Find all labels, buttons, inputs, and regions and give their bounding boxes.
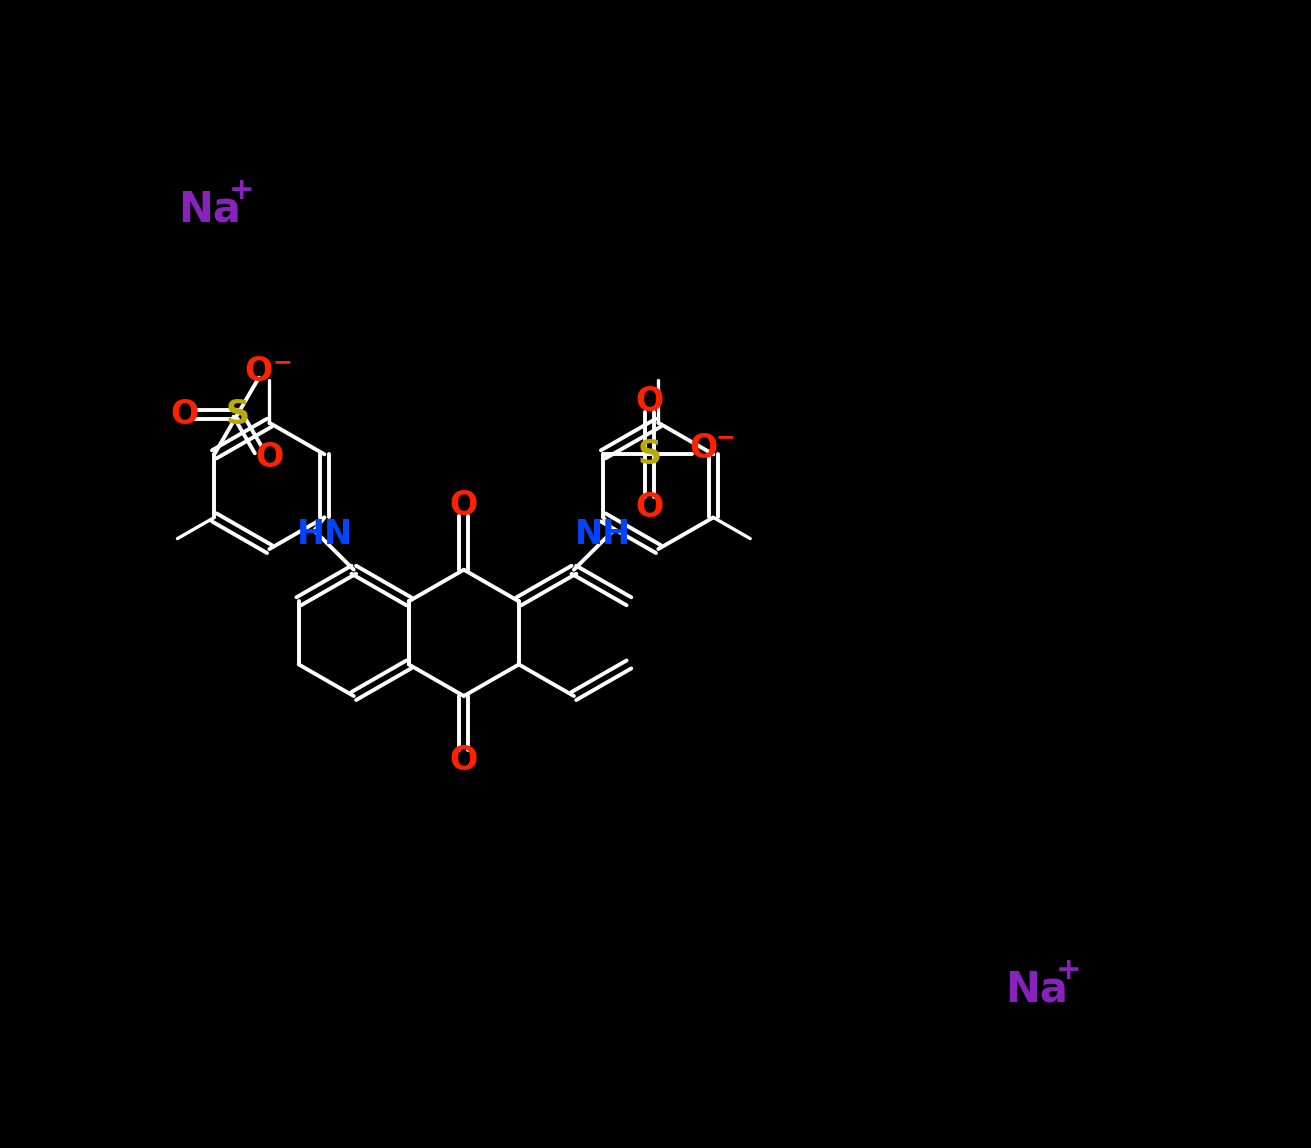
Text: Na: Na xyxy=(178,188,241,231)
Text: O: O xyxy=(690,432,717,465)
Text: O: O xyxy=(245,355,273,388)
Text: +: + xyxy=(1055,955,1082,985)
Text: O: O xyxy=(636,491,663,523)
Text: O: O xyxy=(636,385,663,418)
Text: S: S xyxy=(225,398,249,430)
Text: +: + xyxy=(228,176,254,204)
Text: NH: NH xyxy=(574,518,631,551)
Text: O: O xyxy=(256,441,284,474)
Text: −: − xyxy=(273,350,292,374)
Text: HN: HN xyxy=(296,518,353,551)
Text: O: O xyxy=(450,744,479,777)
Text: O: O xyxy=(450,489,479,521)
Text: −: − xyxy=(714,426,734,449)
Text: Na: Na xyxy=(1004,969,1067,1010)
Text: S: S xyxy=(637,437,662,471)
Text: O: O xyxy=(170,398,198,430)
